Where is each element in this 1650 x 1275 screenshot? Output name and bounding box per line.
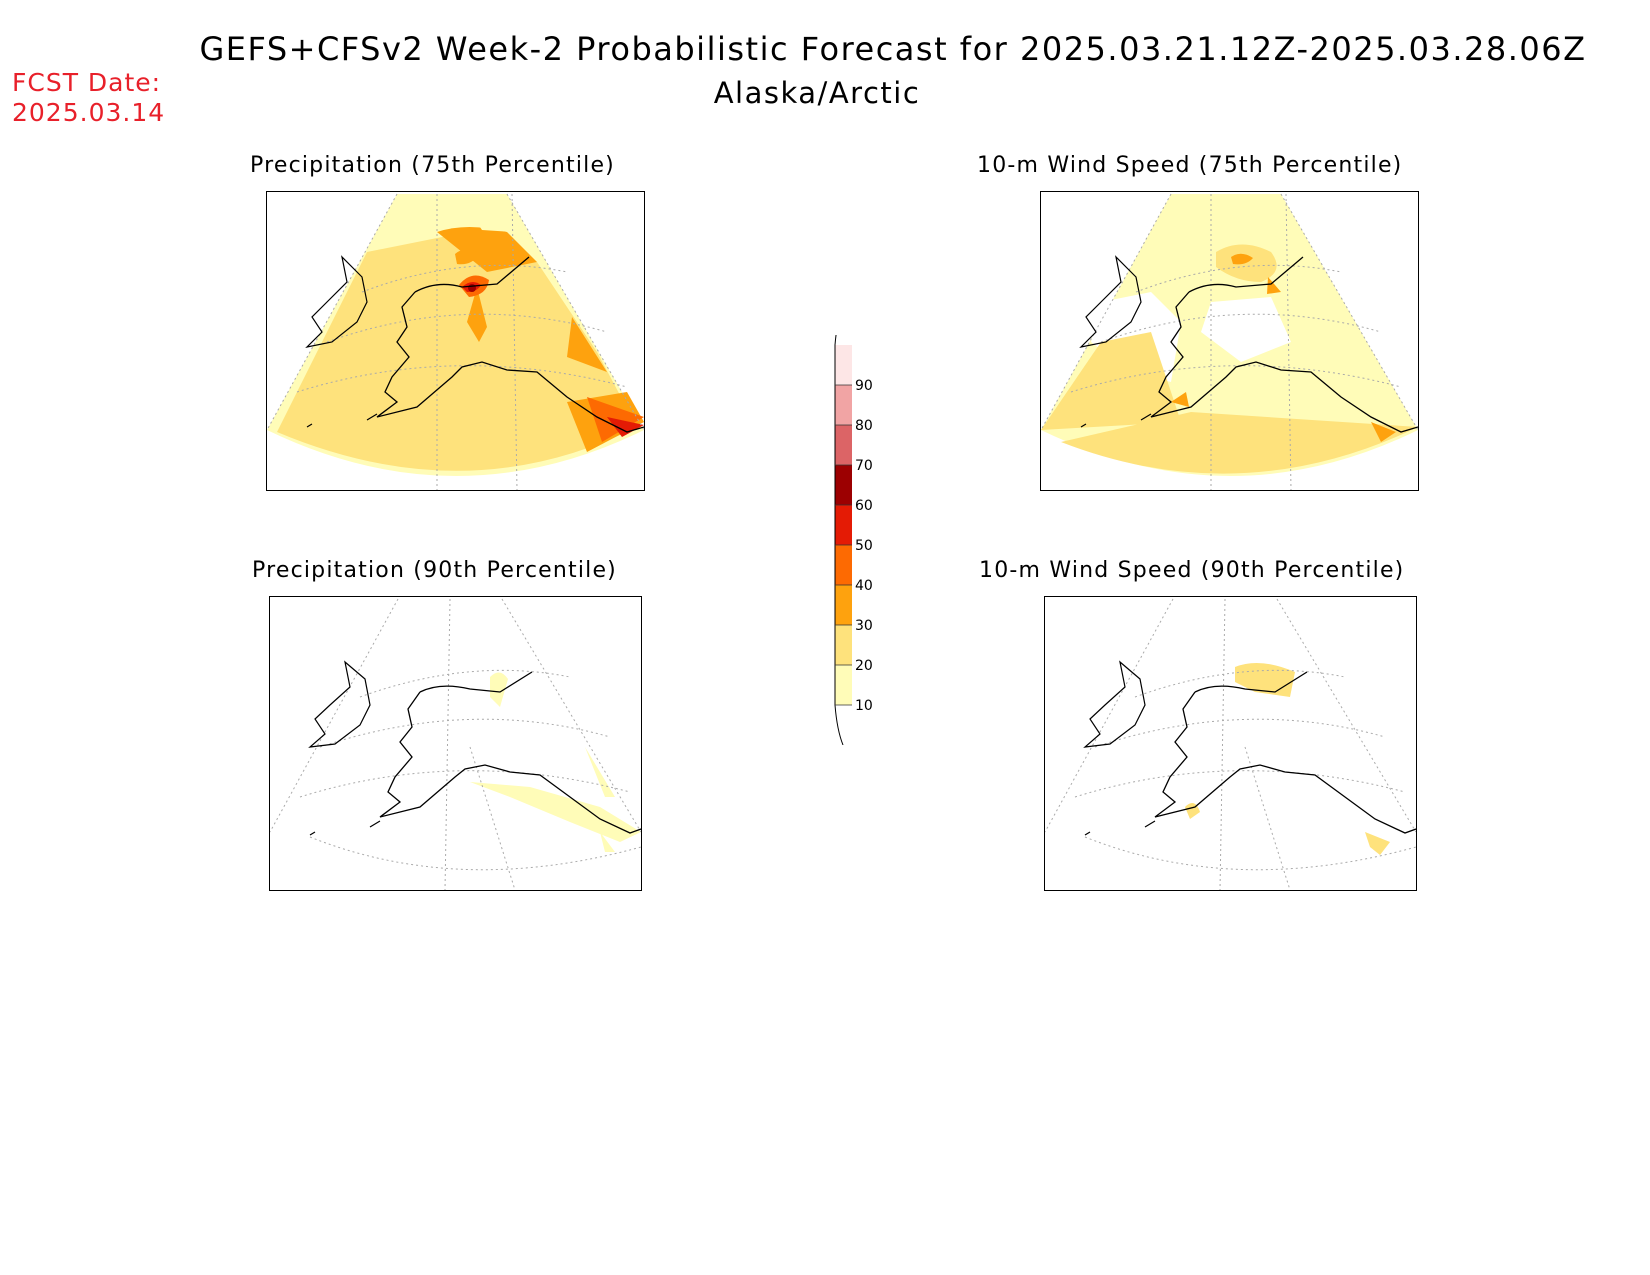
colorbar-segment (835, 665, 852, 705)
panel-title-precip-75: Precipitation (75th Percentile) (250, 153, 615, 178)
colorbar-segment (835, 465, 852, 505)
colorbar-tick-label: 40 (855, 578, 873, 594)
map-wind-75 (1040, 191, 1419, 491)
colorbar-tick-label: 10 (855, 698, 873, 714)
fcst-date-value: 2025.03.14 (12, 98, 166, 127)
colorbar-segment (835, 385, 852, 425)
map-wind-90 (1044, 596, 1417, 891)
map-precip-75 (266, 191, 645, 491)
colorbar-segment (835, 585, 852, 625)
colorbar: 10 20 30 40 50 60 70 80 90 (810, 309, 880, 749)
colorbar-tick-label: 30 (855, 618, 873, 634)
colorbar-tick-label: 20 (855, 658, 873, 674)
fcst-date-label: FCST Date: (12, 68, 162, 97)
colorbar-tick-label: 70 (855, 458, 873, 474)
colorbar-segment (835, 625, 852, 665)
colorbar-graphic: 10 20 30 40 50 60 70 80 90 (834, 309, 873, 746)
colorbar-segment (835, 545, 852, 585)
colorbar-tick-label: 50 (855, 538, 873, 554)
colorbar-segment (835, 505, 852, 545)
subtitle: Alaska/Arctic (713, 76, 921, 110)
colorbar-bottom-cap (834, 704, 844, 746)
colorbar-tick-label: 90 (855, 378, 873, 394)
map-precip-90 (269, 596, 642, 891)
colorbar-top-cap (834, 309, 844, 346)
panel-title-precip-90: Precipitation (90th Percentile) (252, 558, 617, 583)
colorbar-tick-label: 60 (855, 498, 873, 514)
panel-title-wind-75: 10-m Wind Speed (75th Percentile) (977, 153, 1403, 178)
colorbar-segment (835, 345, 852, 385)
panel-title-wind-90: 10-m Wind Speed (90th Percentile) (979, 558, 1405, 583)
colorbar-tick-label: 80 (855, 418, 873, 434)
main-title: GEFS+CFSv2 Week-2 Probabilistic Forecast… (199, 30, 1587, 68)
colorbar-segment (835, 425, 852, 465)
